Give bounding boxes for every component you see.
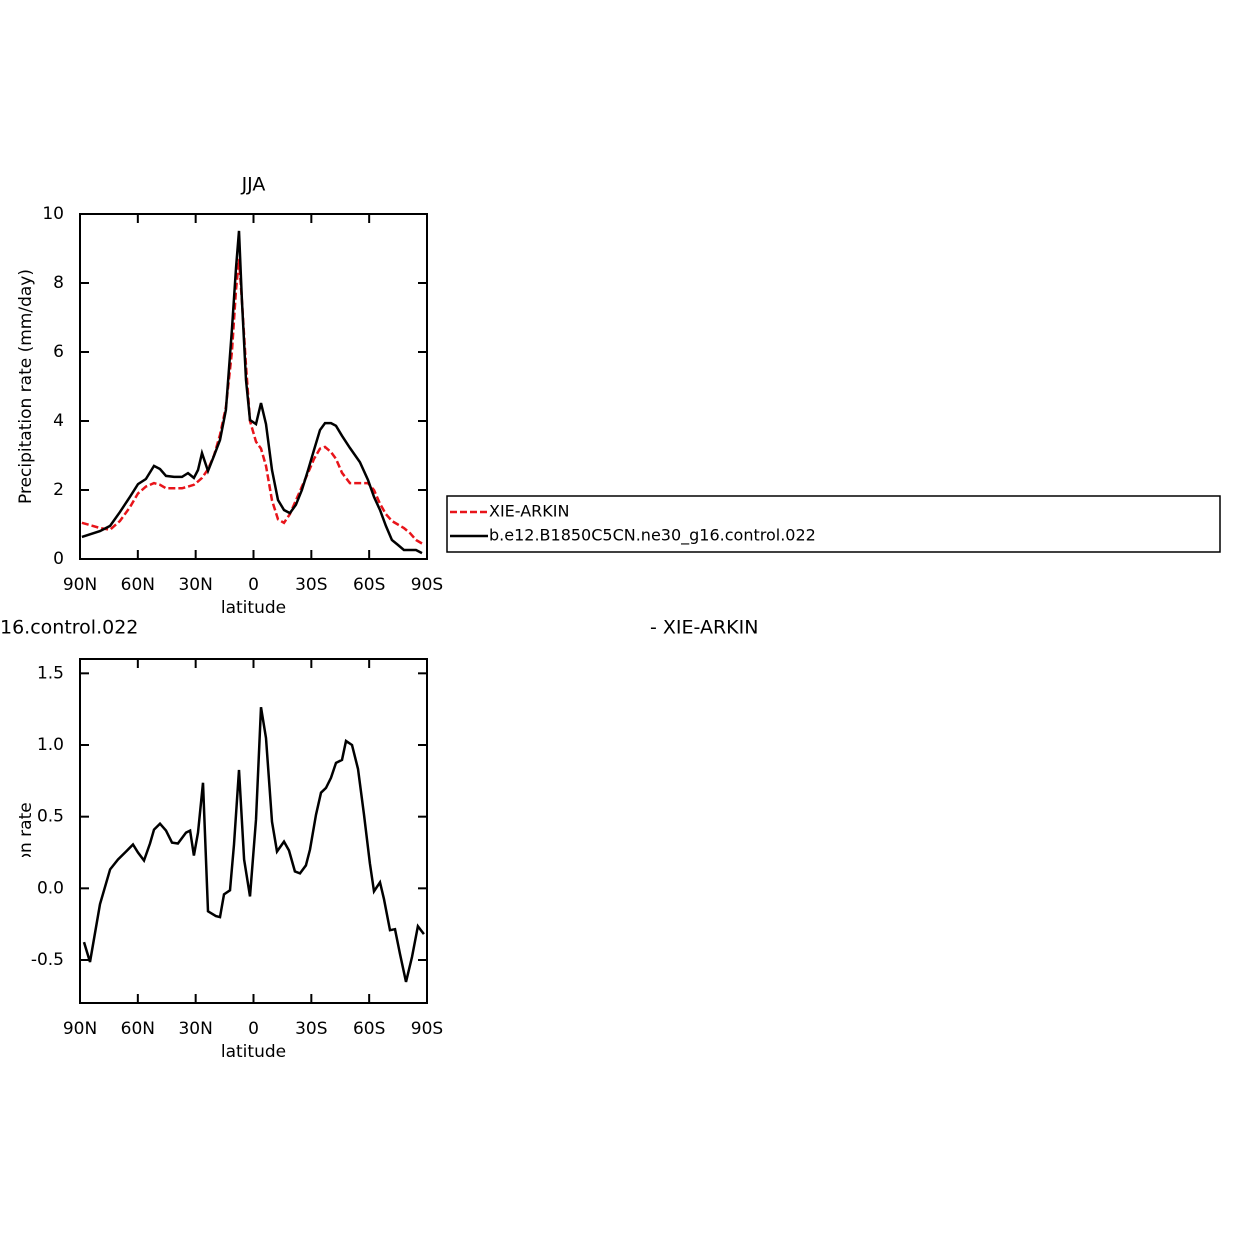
plot-frame	[79, 658, 428, 1004]
y-tick-label: 8	[53, 273, 64, 293]
legend-label: b.e12.B1850C5CN.ne30_g16.control.022	[489, 526, 816, 546]
y-tick-label: 0	[53, 549, 64, 569]
x-tick-label: 90S	[411, 575, 443, 595]
legend-box	[446, 495, 1221, 553]
x-tick-label: 90N	[63, 1019, 97, 1039]
x-axis-label: latitude	[221, 598, 286, 618]
x-tick-label: 0	[248, 575, 259, 595]
y-tick-label: 4	[53, 411, 64, 431]
data-line	[81, 230, 423, 555]
y-tick-label: -0.5	[31, 950, 64, 970]
y-axis-label: Precipitation rate (mm/day)	[16, 269, 36, 504]
x-tick-label: 60N	[121, 1019, 155, 1039]
x-tick-label: 60S	[353, 1019, 385, 1039]
chart-right-title: - XIE-ARKIN	[650, 617, 758, 639]
data-line	[82, 706, 425, 983]
y-tick-label: 2	[53, 480, 64, 500]
chart-title: JJA	[241, 174, 266, 196]
x-tick-label: 30S	[295, 575, 327, 595]
x-tick-label: 0	[248, 1019, 259, 1039]
y-axis-label: Precipitation rate (mm/day)	[16, 714, 36, 949]
x-tick-label: 60N	[121, 575, 155, 595]
legend-label: XIE-ARKIN	[489, 502, 569, 521]
y-tick-label: 0.5	[37, 807, 64, 827]
x-tick-label: 30S	[295, 1019, 327, 1039]
chart-left-title: 16.control.022	[0, 617, 138, 639]
data-line	[81, 258, 423, 545]
y-tick-label: 0.0	[37, 878, 64, 898]
plot-frame	[79, 213, 428, 560]
x-tick-label: 30N	[178, 1019, 212, 1039]
y-tick-label: 1.0	[37, 735, 64, 755]
x-tick-label: 30N	[178, 575, 212, 595]
x-tick-label: 90S	[411, 1019, 443, 1039]
y-tick-label: 1.5	[37, 663, 64, 683]
x-axis-label: latitude	[221, 1042, 286, 1062]
y-tick-label: 6	[53, 342, 64, 362]
x-tick-label: 90N	[63, 575, 97, 595]
x-tick-label: 60S	[353, 575, 385, 595]
y-tick-label: 10	[42, 204, 64, 224]
